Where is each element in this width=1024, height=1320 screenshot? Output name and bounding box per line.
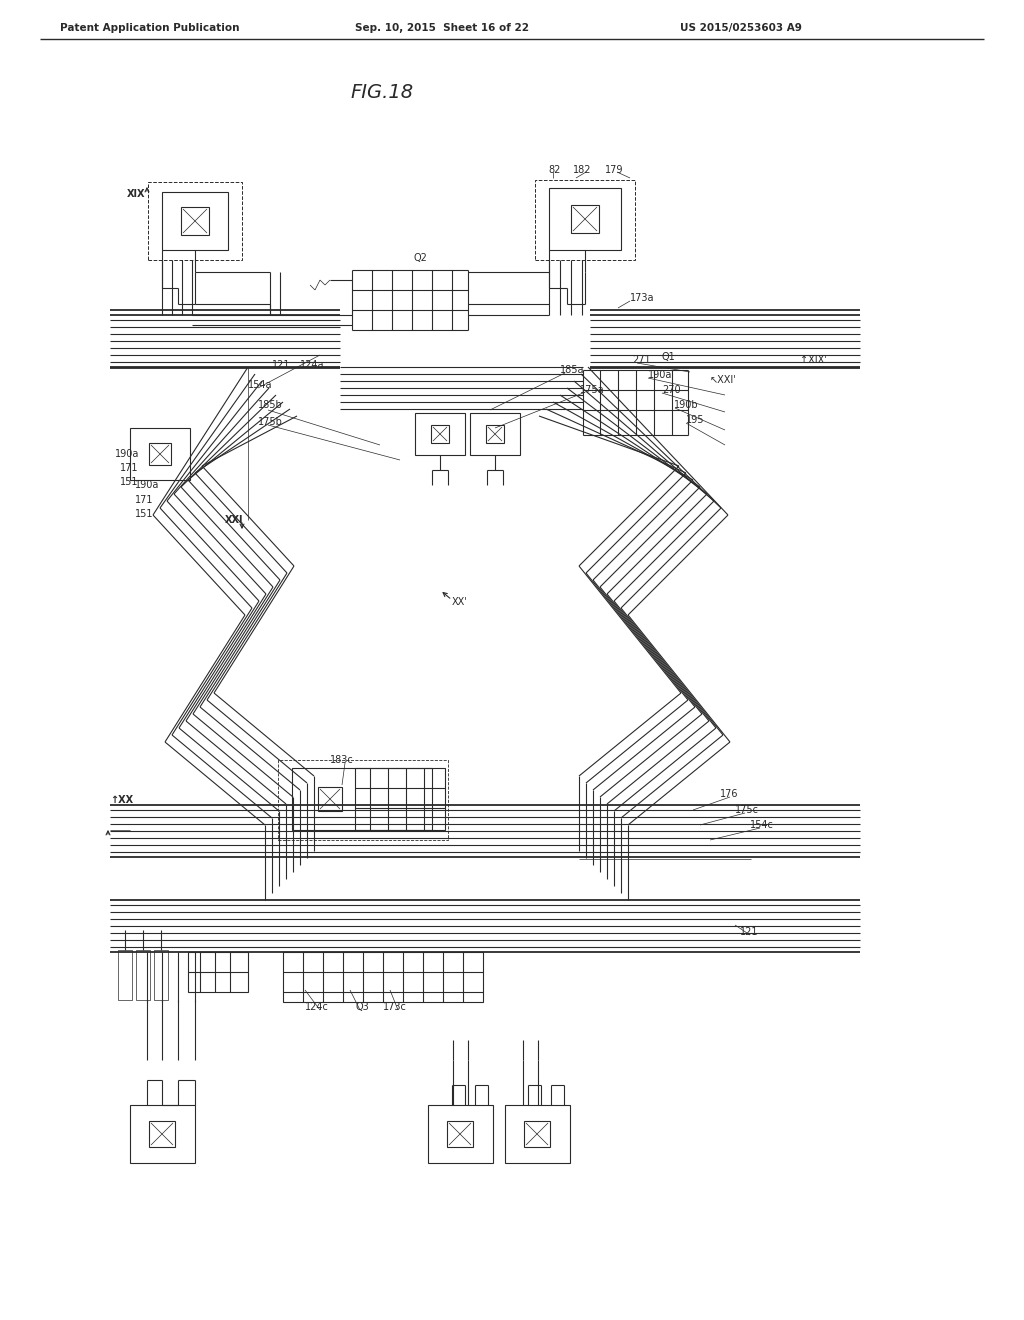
Bar (136, 950, 150, 1001)
Bar (571, 205, 599, 234)
Bar (415, 413, 465, 455)
Text: 195: 195 (686, 414, 705, 425)
Text: 154c: 154c (750, 820, 774, 830)
Text: 151: 151 (135, 510, 154, 519)
Text: 175c: 175c (735, 805, 759, 814)
Bar (535, 180, 635, 260)
Bar (355, 768, 445, 830)
Text: Patent Application Publication: Patent Application Publication (60, 22, 240, 33)
Text: 179: 179 (605, 165, 624, 176)
Text: XIX: XIX (127, 189, 145, 199)
Text: US 2015/0253603 A9: US 2015/0253603 A9 (680, 22, 802, 33)
Text: 121: 121 (740, 927, 759, 937)
Text: 190a: 190a (135, 480, 160, 490)
Bar (154, 950, 168, 1001)
Text: 270: 270 (662, 385, 681, 395)
Text: 82: 82 (548, 165, 560, 176)
Text: Q1: Q1 (662, 352, 676, 362)
Text: XX': XX' (452, 597, 468, 607)
Text: 124c: 124c (305, 1002, 329, 1012)
Bar (278, 760, 449, 840)
Bar (148, 182, 242, 260)
Bar (505, 1105, 570, 1163)
Text: 176: 176 (720, 789, 738, 799)
Bar (162, 191, 228, 249)
Bar (486, 425, 504, 444)
Bar (428, 1105, 493, 1163)
Text: 185b: 185b (258, 400, 283, 411)
Text: 171: 171 (135, 495, 154, 506)
Text: 121: 121 (272, 360, 291, 370)
Text: 190a: 190a (115, 449, 139, 459)
Bar (470, 413, 520, 455)
Bar (150, 444, 171, 465)
Bar (431, 425, 449, 444)
Text: 175a: 175a (580, 385, 604, 395)
Text: 171: 171 (120, 463, 138, 473)
Bar (118, 950, 132, 1001)
Text: XXI: XXI (225, 515, 244, 525)
Bar (283, 952, 483, 1002)
Bar (318, 787, 342, 810)
Text: 173c: 173c (383, 1002, 407, 1012)
Bar (188, 952, 248, 993)
Text: ↑XIX': ↑XIX' (800, 355, 826, 366)
Bar (130, 1105, 195, 1163)
Text: 151: 151 (120, 477, 138, 487)
Bar (181, 207, 209, 235)
Text: 190b: 190b (674, 400, 698, 411)
Bar (549, 187, 621, 249)
Text: Q2: Q2 (413, 253, 427, 263)
Text: 173a: 173a (630, 293, 654, 304)
Text: 185a: 185a (560, 366, 585, 375)
Bar (150, 1121, 175, 1147)
Bar (524, 1121, 550, 1147)
Bar (292, 768, 432, 830)
Text: ↖XXI': ↖XXI' (710, 375, 736, 385)
Text: FIG.18: FIG.18 (350, 82, 413, 102)
Bar (130, 428, 190, 480)
Text: 175b: 175b (258, 417, 283, 426)
Text: 124a: 124a (300, 360, 325, 370)
Text: ↑XX: ↑XX (110, 795, 133, 805)
Text: Q3: Q3 (355, 1002, 369, 1012)
Text: 182: 182 (573, 165, 592, 176)
Text: 154a: 154a (248, 380, 272, 389)
Text: Sep. 10, 2015  Sheet 16 of 22: Sep. 10, 2015 Sheet 16 of 22 (355, 22, 529, 33)
Text: 271: 271 (632, 355, 650, 366)
Bar (447, 1121, 473, 1147)
Text: 183c: 183c (330, 755, 353, 766)
Text: 190a: 190a (648, 370, 673, 380)
